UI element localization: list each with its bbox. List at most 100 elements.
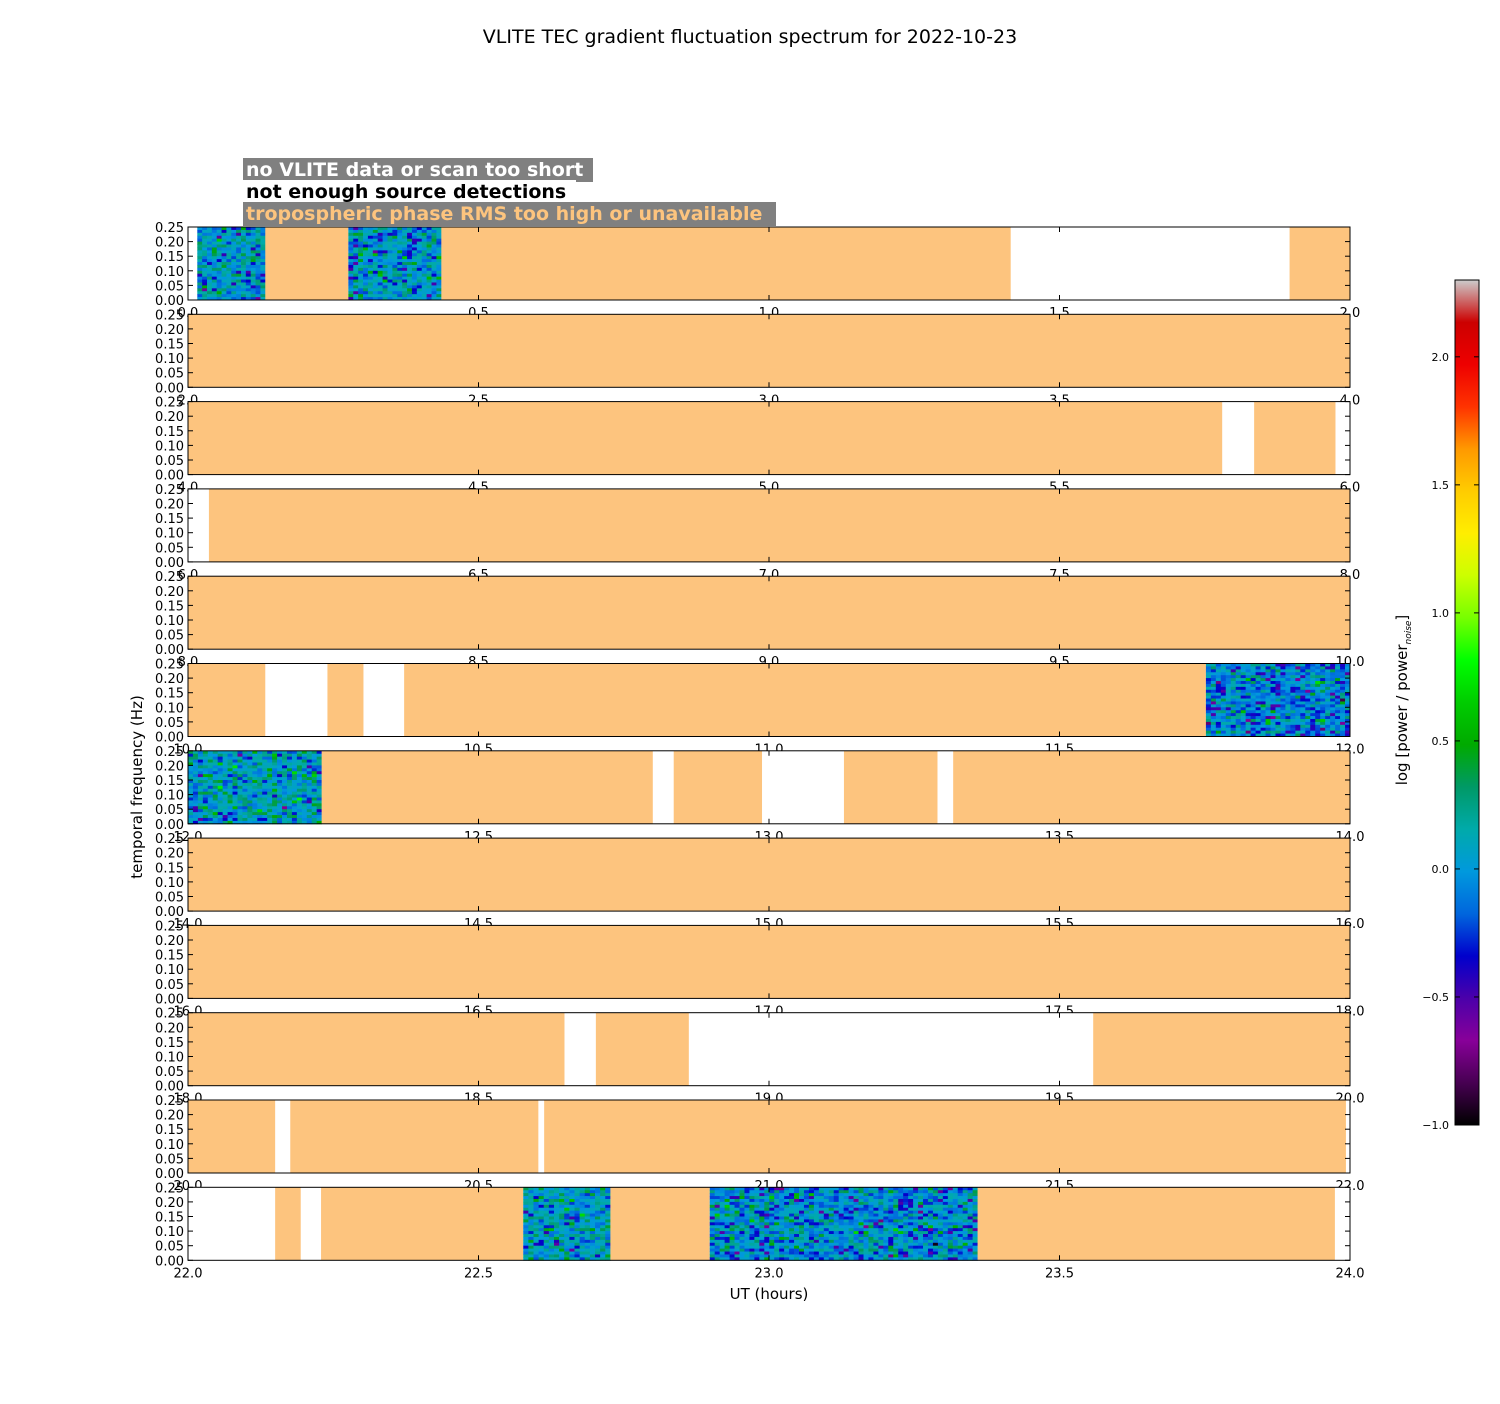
spectrum-cell <box>538 1248 545 1252</box>
spectrum-cell <box>1315 698 1321 702</box>
spectrum-cell <box>348 297 354 301</box>
spectrum-cell <box>967 1239 974 1244</box>
spectrum-cell <box>353 256 359 260</box>
spectrum-cell <box>779 1222 785 1226</box>
spectrum-cell <box>436 262 442 266</box>
spectrum-cell <box>1235 689 1242 694</box>
spectrum-cell <box>197 267 203 272</box>
spectrum-cell <box>808 1196 815 1200</box>
spectrum-cell <box>1335 686 1341 691</box>
spectrum-cell <box>564 1201 570 1206</box>
spectrum-cell <box>595 1193 601 1197</box>
spectrum-cell <box>237 806 243 810</box>
spectrum-cell <box>197 806 204 810</box>
spectrum-cell <box>267 797 273 801</box>
spectrum-cell <box>260 291 266 295</box>
spectrum-cell <box>232 777 238 781</box>
spectrum-cell <box>749 1239 755 1244</box>
spectrum-cell <box>221 276 227 280</box>
spectrum-cell <box>1300 666 1306 670</box>
spectrum-cell <box>709 1231 716 1235</box>
spectrum-cell <box>734 1257 740 1261</box>
spectrum-cell <box>358 294 364 298</box>
spectrum-cell <box>237 782 243 787</box>
spectrum-cell <box>1230 678 1237 682</box>
spectrum-cell <box>600 1225 606 1229</box>
spectrum-cell <box>962 1251 969 1255</box>
spectrum-cell <box>848 1216 854 1220</box>
spectrum-cell <box>808 1222 815 1226</box>
spectrum-cell <box>898 1257 904 1261</box>
spectrum-cell <box>250 250 256 254</box>
spectrum-cell <box>407 247 413 251</box>
spectrum-cell <box>784 1190 790 1194</box>
spectrum-cell <box>1315 692 1321 697</box>
spectrum-cell <box>1345 718 1351 723</box>
spectrum-cell <box>1275 707 1281 711</box>
spectrum-cell <box>734 1219 740 1223</box>
spectrum-cell <box>1260 689 1266 694</box>
spectrum-cell <box>808 1228 815 1232</box>
spectrum-cell <box>202 288 208 292</box>
spectrum-cell <box>282 765 288 769</box>
spectrum-cell <box>918 1222 924 1226</box>
spectrum-cell <box>863 1187 869 1191</box>
spectrum-cell <box>888 1254 894 1258</box>
spectrum-cell <box>272 812 278 816</box>
spectrum-cell <box>207 809 214 813</box>
spectrum-cell <box>605 1251 611 1255</box>
spectrum-cell <box>1345 730 1351 734</box>
spectrum-cell <box>754 1207 760 1212</box>
spectrum-cell <box>267 765 273 769</box>
spectrum-cell <box>858 1216 864 1220</box>
spectrum-cell <box>868 1187 874 1191</box>
spectrum-cell <box>813 1257 820 1261</box>
spectrum-cell <box>803 1187 810 1191</box>
spectrum-cell <box>749 1213 755 1217</box>
spectrum-cell <box>207 244 213 248</box>
spectrum-cell <box>1305 724 1311 729</box>
spectrum-cell <box>207 288 213 292</box>
spectrum-cell <box>883 1196 889 1200</box>
spectrum-cell <box>197 812 204 816</box>
spectrum-cell <box>533 1242 540 1247</box>
spectrum-cell <box>1260 713 1266 717</box>
spectrum-cell <box>1310 689 1316 694</box>
spectrum-cell <box>574 1236 581 1241</box>
spectrum-cell <box>257 765 263 769</box>
spectrum-cell <box>878 1210 884 1214</box>
spectrum-cell <box>377 253 383 257</box>
spectrum-cell <box>226 238 232 242</box>
y-tick-label: 0.05 <box>155 454 184 469</box>
spectrum-cell <box>838 1198 845 1203</box>
spectrum-cell <box>709 1216 716 1220</box>
spectrum-cell <box>402 279 408 283</box>
spectrum-cell <box>1275 701 1281 705</box>
spectrum-cell <box>794 1187 800 1191</box>
spectrum-cell <box>952 1213 959 1217</box>
spectrum-cell <box>947 1207 954 1212</box>
spectrum-cell <box>286 777 293 781</box>
spectrum-cell <box>709 1210 716 1214</box>
spectrum-cell <box>528 1213 534 1217</box>
spectrum-cell <box>426 279 432 283</box>
spectrum-cell <box>1325 701 1331 705</box>
spectrum-cell <box>709 1236 716 1241</box>
spectrum-cell <box>1265 698 1271 702</box>
spectrum-cell <box>538 1254 545 1258</box>
spectrum-cell <box>236 241 242 245</box>
spectrum-cell <box>803 1239 810 1244</box>
spectrum-cell <box>769 1239 775 1244</box>
spectrum-cell <box>893 1234 899 1238</box>
spectrum-cell <box>559 1210 565 1214</box>
spectrum-cell <box>932 1234 939 1238</box>
y-tick-label: 0.20 <box>155 1021 184 1036</box>
spectrum-cell <box>367 267 374 272</box>
spectrum-cell <box>1210 713 1217 717</box>
spectrum-cell <box>226 285 232 289</box>
spectrum-cell <box>739 1198 745 1203</box>
spectrum-cell <box>893 1248 899 1252</box>
spectrum-cell <box>848 1193 854 1197</box>
spectrum-cell <box>739 1239 745 1244</box>
spectrum-cell <box>377 250 383 254</box>
